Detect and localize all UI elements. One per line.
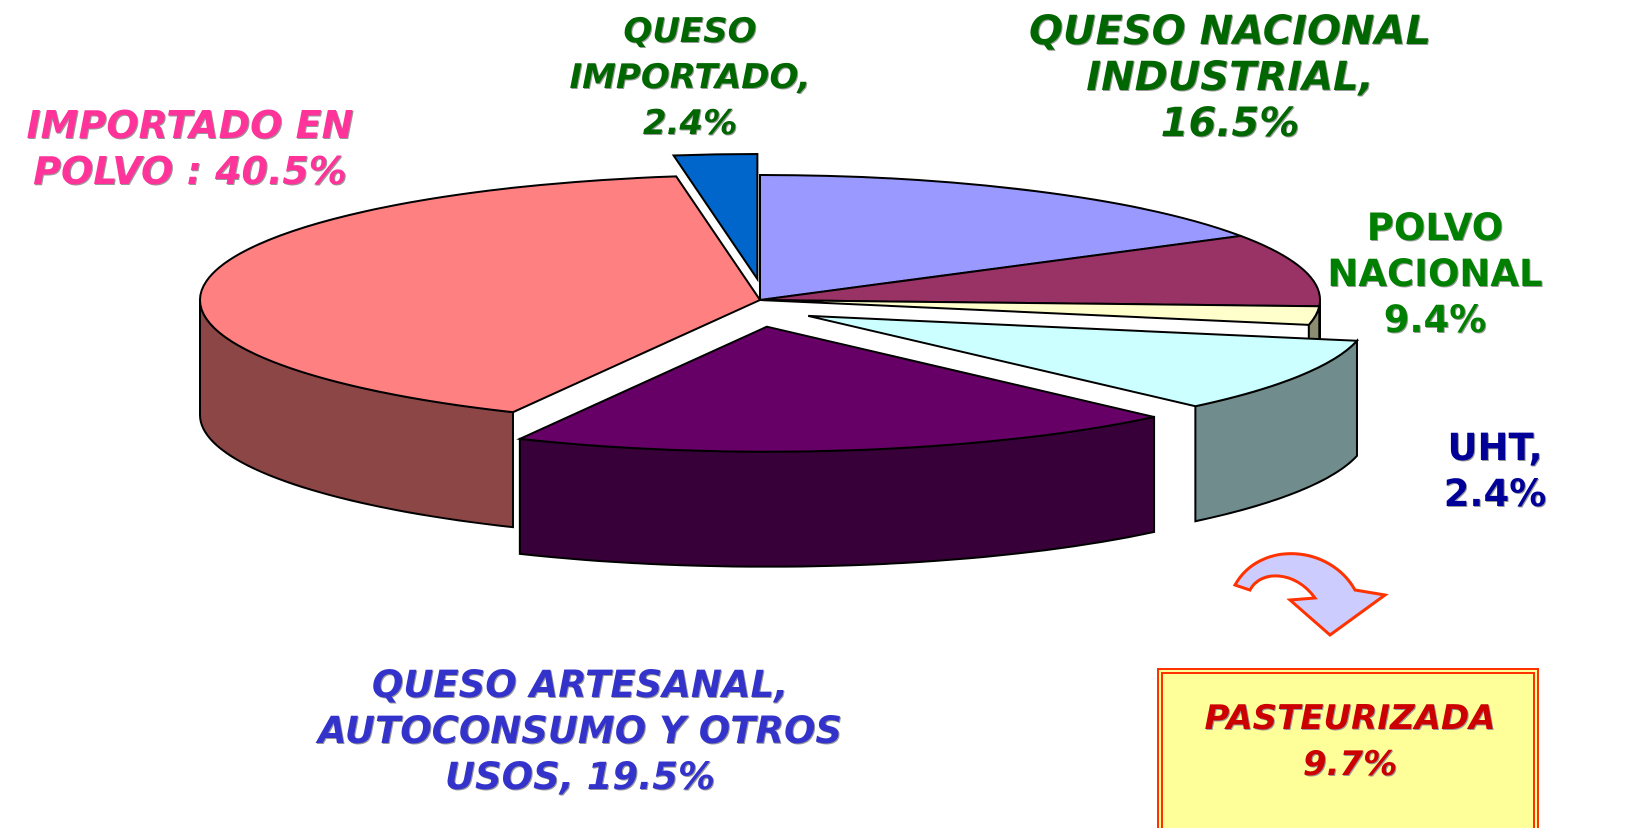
- slice: [671, 153, 759, 283]
- category-label: QUESO IMPORTADO,: [569, 11, 811, 97]
- slice-label: QUESO IMPORTADO, 2.4%: [530, 8, 850, 146]
- category-label: UHT,: [1447, 426, 1543, 469]
- value-label: 9.4%: [1383, 298, 1487, 341]
- value-label: 16.5%: [1160, 100, 1300, 146]
- value-label: 9.7%: [1302, 744, 1398, 784]
- pie: [199, 153, 1360, 568]
- slice-label: QUESO ARTESANAL, AUTOCONSUMO Y OTROS USO…: [270, 662, 890, 800]
- category-label: QUESO NACIONAL INDUSTRIAL,: [1029, 8, 1431, 100]
- slice-label: UHT, 2.4%: [1430, 425, 1560, 517]
- value-label: 40.5%: [215, 149, 347, 193]
- slice: [759, 234, 1321, 308]
- value-label: 2.4%: [1443, 472, 1547, 515]
- category-label: IMPORTADO EN POLVO :: [26, 103, 354, 193]
- slice: [199, 175, 762, 414]
- slice: [759, 299, 1321, 326]
- arrow: [1232, 552, 1389, 637]
- category-label: QUESO ARTESANAL, AUTOCONSUMO Y OTROS USO…: [317, 663, 843, 798]
- slice: [807, 314, 1360, 408]
- slice-label: PASTEURIZADA 9.7%: [1165, 695, 1535, 787]
- label-box: [1157, 668, 1539, 828]
- value-label: 19.5%: [586, 755, 716, 798]
- category-label: PASTEURIZADA: [1204, 698, 1496, 738]
- slice: [759, 173, 1242, 302]
- category-label: POLVO NACIONAL: [1327, 206, 1543, 295]
- value-label: 2.4%: [642, 103, 738, 143]
- slice-label: QUESO NACIONAL INDUSTRIAL, 16.5%: [990, 8, 1470, 146]
- slice: [516, 325, 1155, 453]
- slice-label: IMPORTADO EN POLVO : 40.5%: [10, 102, 370, 194]
- slice-label: POLVO NACIONAL 9.4%: [1310, 205, 1560, 343]
